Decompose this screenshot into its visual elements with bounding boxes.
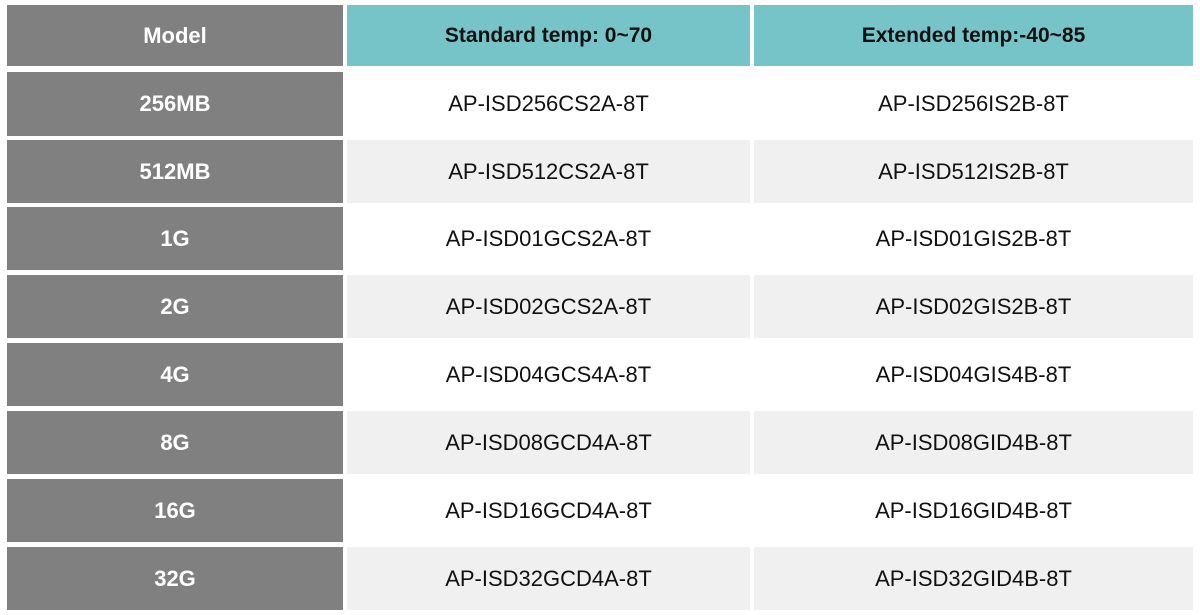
standard-part-cell: AP-ISD04GCS4A-8T [445,361,652,387]
model-cell: 16G [7,479,343,542]
extended-part-cell: AP-ISD01GIS2B-8T [875,225,1072,251]
header-model: Model [7,5,343,66]
model-cell: 1G [7,207,343,270]
standard-part-cell: AP-ISD512CS2A-8T [347,140,750,203]
standard-part-cell: AP-ISD01GCS2A-8T [445,225,652,251]
extended-part-cell: AP-ISD32GID4B-8T [754,547,1193,610]
model-cell: 4G [7,343,343,406]
extended-part-cell: AP-ISD04GIS4B-8T [875,361,1072,387]
extended-part-cell: AP-ISD512IS2B-8T [754,140,1193,203]
model-cell: 512MB [7,140,343,203]
extended-part-cell: AP-ISD16GID4B-8T [875,497,1072,523]
standard-part-cell: AP-ISD08GCD4A-8T [347,411,750,474]
model-cell: 256MB [7,72,343,136]
extended-part-cell: AP-ISD256IS2B-8T [878,91,1069,116]
extended-part-cell: AP-ISD08GID4B-8T [754,411,1193,474]
model-cell: 8G [7,411,343,474]
header-standard-temp: Standard temp: 0~70 [347,5,750,66]
standard-part-cell: AP-ISD16GCD4A-8T [445,497,652,523]
model-cell: 2G [7,275,343,338]
header-extended-temp: Extended temp:-40~85 [754,5,1193,66]
model-cell: 32G [7,547,343,610]
standard-part-cell: AP-ISD256CS2A-8T [448,91,649,116]
extended-part-cell: AP-ISD02GIS2B-8T [754,275,1193,338]
standard-part-cell: AP-ISD32GCD4A-8T [347,547,750,610]
standard-part-cell: AP-ISD02GCS2A-8T [347,275,750,338]
